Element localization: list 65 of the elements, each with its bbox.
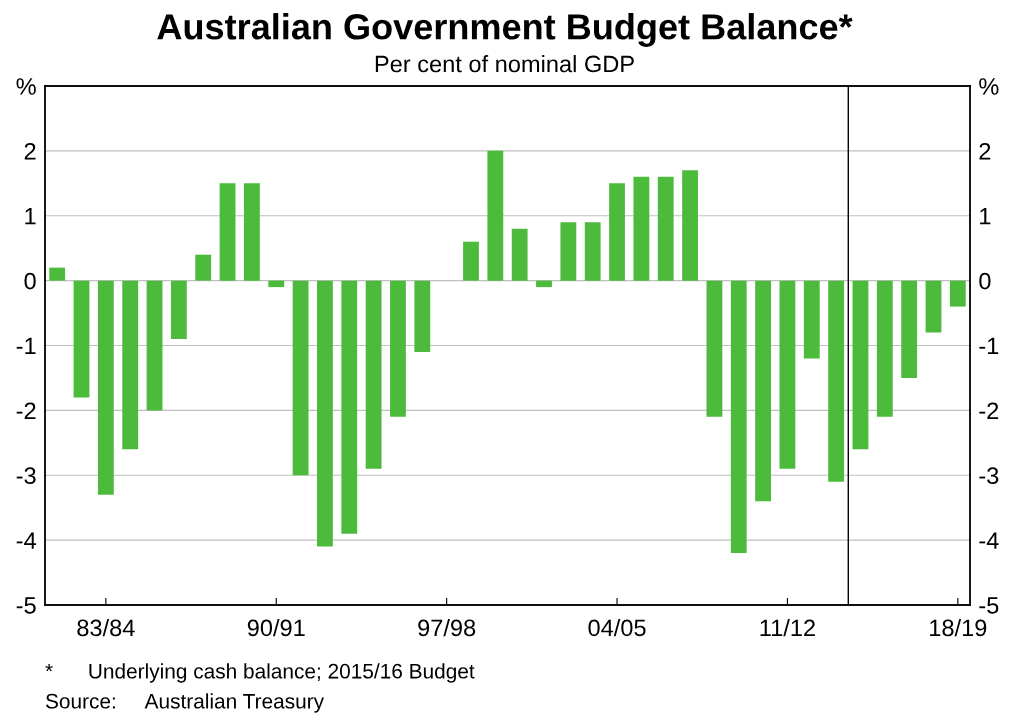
bar — [292, 280, 309, 476]
y-tick-label: % — [16, 78, 36, 95]
y-tick-label: -3 — [16, 467, 36, 485]
y-tick-label: -5 — [16, 597, 36, 614]
bar — [755, 280, 771, 502]
bar — [536, 280, 552, 288]
bar — [73, 280, 90, 398]
y-tick-label: 1 — [25, 208, 36, 225]
y-tick-label: -4 — [16, 532, 36, 549]
bar — [901, 280, 918, 378]
bar — [170, 280, 187, 340]
bar — [876, 280, 893, 417]
bar — [219, 183, 236, 281]
bar — [560, 222, 577, 281]
bar — [925, 280, 942, 333]
x-tick-label: 11/12 — [760, 618, 815, 637]
x-tick-label: 04/05 — [588, 618, 646, 637]
bar — [463, 241, 479, 281]
x-tick-label: 90/91 — [247, 618, 305, 637]
y-tick-label: -1 — [16, 337, 36, 355]
y2-tick-label: -3 — [979, 467, 999, 485]
bar — [657, 176, 674, 281]
bar — [609, 183, 625, 281]
x-tick-label: 97/98 — [418, 618, 476, 637]
bar — [414, 280, 431, 352]
bar — [341, 280, 358, 534]
bar — [268, 280, 285, 288]
chart-title: Australian Government Budget Balance* — [157, 13, 853, 47]
chart-subtitle: Per cent of nominal GDP — [375, 55, 634, 73]
x-tick-label: 83/84 — [77, 618, 135, 637]
bar — [779, 280, 796, 469]
bar — [852, 280, 869, 450]
y2-tick-label: -1 — [979, 337, 999, 355]
bar — [365, 280, 382, 469]
bar — [682, 170, 698, 281]
bar — [803, 280, 820, 359]
bar — [122, 280, 139, 450]
bar — [49, 267, 66, 281]
bar — [706, 280, 723, 417]
bar — [97, 280, 114, 495]
text: * Underlying cash balance; 2015/16 Budget — [45, 663, 475, 683]
bar — [949, 280, 966, 307]
source-note: Source: Australian Treasury — [45, 693, 325, 713]
y2-tick-label: 0 — [979, 272, 991, 290]
bar — [195, 254, 212, 281]
bar — [244, 183, 260, 281]
y2-tick-label: -2 — [979, 402, 999, 419]
bar — [730, 280, 747, 554]
x-tick-label: 18/19 — [930, 618, 987, 637]
y-tick-label: 2 — [24, 142, 36, 160]
y-tick-label: -2 — [16, 402, 36, 419]
bar — [584, 222, 601, 281]
bar — [633, 176, 650, 281]
bar — [828, 280, 845, 482]
y2-tick-label: 1 — [980, 208, 991, 225]
y2-tick-label: -5 — [979, 597, 999, 614]
y2-tick-label: -4 — [979, 532, 999, 549]
bar — [487, 150, 504, 281]
y2-tick-label: % — [979, 78, 999, 95]
bar — [317, 280, 333, 547]
y2-tick-label: 2 — [979, 142, 991, 160]
y-tick-label: 0 — [24, 272, 36, 290]
bar — [390, 280, 406, 417]
bar — [146, 280, 163, 411]
bar — [511, 228, 528, 281]
